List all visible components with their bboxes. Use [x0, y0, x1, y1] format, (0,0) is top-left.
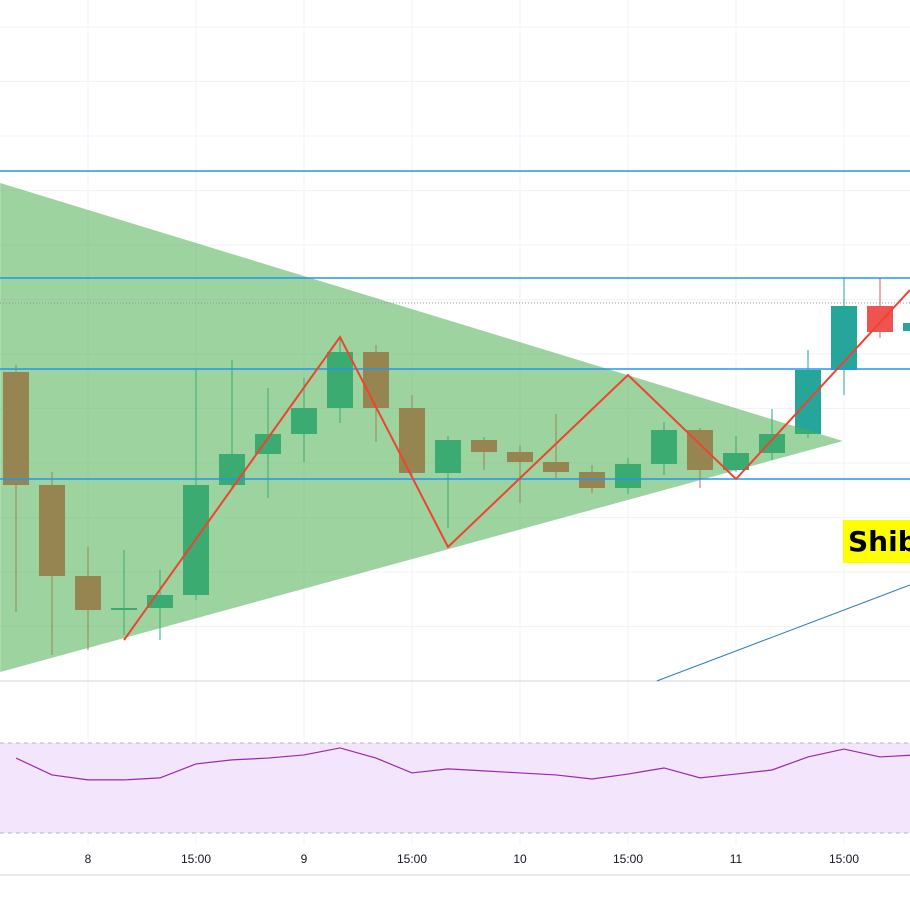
annotation-tag: Shib	[843, 520, 910, 563]
x-tick-label: 11	[730, 852, 743, 866]
candle-body	[903, 323, 910, 331]
rsi-line	[15, 747, 910, 781]
candle-body	[831, 306, 857, 370]
x-tick-label: 9	[301, 852, 308, 866]
zigzag	[123, 289, 910, 641]
x-tick-label: 15:00	[397, 852, 427, 866]
x-tick-label: 10	[513, 852, 527, 866]
rsi-band	[0, 743, 910, 833]
x-tick-label: 15:00	[829, 852, 859, 866]
x-tick-label: 15:00	[613, 852, 643, 866]
x-tick-label: 8	[85, 852, 92, 866]
trend-line	[656, 584, 910, 682]
x-tick-label: 15:00	[181, 852, 211, 866]
triangle-pattern	[0, 183, 843, 672]
candle-body	[867, 306, 893, 332]
